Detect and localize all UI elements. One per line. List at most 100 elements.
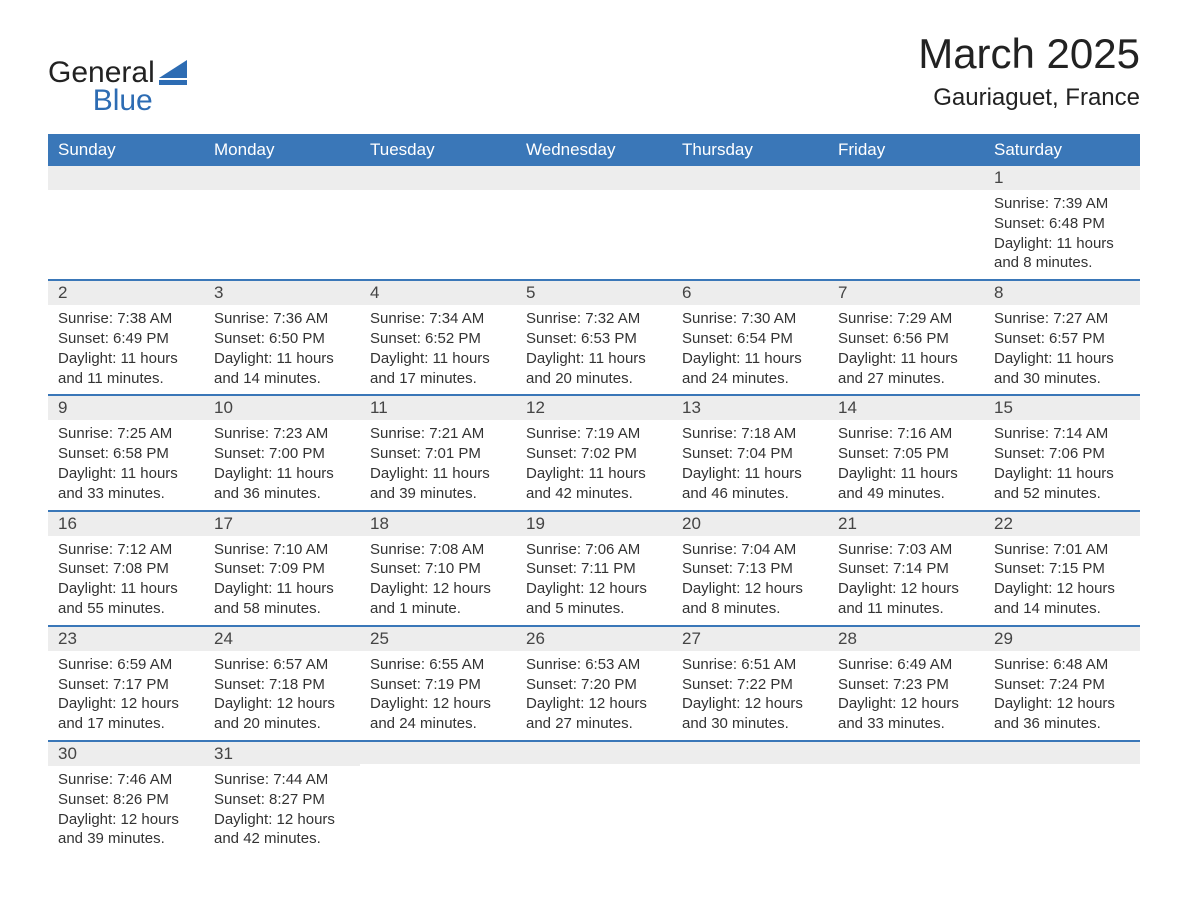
daylight-line: Daylight: 11 hours and 46 minutes. [682,464,818,504]
location-subtitle: Gauriaguet, France [918,84,1140,112]
sunset-line: Sunset: 7:06 PM [994,444,1130,464]
day-cell [984,740,1140,855]
day-content [828,764,984,844]
day-content [360,190,516,270]
sunrise-line: Sunrise: 6:55 AM [370,655,506,675]
day-cell: 6Sunrise: 7:30 AMSunset: 6:54 PMDaylight… [672,279,828,394]
day-cell: 7Sunrise: 7:29 AMSunset: 6:56 PMDaylight… [828,279,984,394]
daylight-line: Daylight: 11 hours and 33 minutes. [58,464,194,504]
day-number [828,740,984,764]
sunrise-line: Sunrise: 7:04 AM [682,540,818,560]
sunset-line: Sunset: 6:54 PM [682,329,818,349]
day-cell: 16Sunrise: 7:12 AMSunset: 7:08 PMDayligh… [48,510,204,625]
weekday-header: Friday [828,134,984,166]
day-content: Sunrise: 7:04 AMSunset: 7:13 PMDaylight:… [672,536,828,621]
day-number: 7 [828,279,984,305]
day-content: Sunrise: 7:10 AMSunset: 7:09 PMDaylight:… [204,536,360,621]
brand-name-bottom: Blue [48,86,155,116]
month-title: March 2025 [918,30,1140,78]
sunrise-line: Sunrise: 7:18 AM [682,424,818,444]
day-content: Sunrise: 6:57 AMSunset: 7:18 PMDaylight:… [204,651,360,736]
daylight-line: Daylight: 11 hours and 49 minutes. [838,464,974,504]
brand-mark-icon [159,60,187,91]
day-cell: 25Sunrise: 6:55 AMSunset: 7:19 PMDayligh… [360,625,516,740]
sunset-line: Sunset: 7:08 PM [58,559,194,579]
day-number [48,166,204,190]
sunset-line: Sunset: 6:50 PM [214,329,350,349]
sunset-line: Sunset: 6:56 PM [838,329,974,349]
day-cell: 4Sunrise: 7:34 AMSunset: 6:52 PMDaylight… [360,279,516,394]
day-number: 12 [516,394,672,420]
sunset-line: Sunset: 7:05 PM [838,444,974,464]
day-content [672,190,828,270]
day-content [204,190,360,270]
sunrise-line: Sunrise: 7:21 AM [370,424,506,444]
day-number: 11 [360,394,516,420]
day-number: 3 [204,279,360,305]
day-content: Sunrise: 7:38 AMSunset: 6:49 PMDaylight:… [48,305,204,390]
daylight-line: Daylight: 12 hours and 14 minutes. [994,579,1130,619]
daylight-line: Daylight: 12 hours and 17 minutes. [58,694,194,734]
day-cell [516,166,672,279]
day-content: Sunrise: 7:46 AMSunset: 8:26 PMDaylight:… [48,766,204,851]
title-block: March 2025 Gauriaguet, France [918,30,1140,112]
day-content: Sunrise: 7:12 AMSunset: 7:08 PMDaylight:… [48,536,204,621]
day-number: 31 [204,740,360,766]
daylight-line: Daylight: 12 hours and 30 minutes. [682,694,818,734]
weekday-header: Tuesday [360,134,516,166]
sunrise-line: Sunrise: 6:57 AM [214,655,350,675]
daylight-line: Daylight: 12 hours and 5 minutes. [526,579,662,619]
sunrise-line: Sunrise: 7:39 AM [994,194,1130,214]
sunset-line: Sunset: 6:49 PM [58,329,194,349]
sunrise-line: Sunrise: 7:38 AM [58,309,194,329]
daylight-line: Daylight: 12 hours and 8 minutes. [682,579,818,619]
sunrise-line: Sunrise: 7:12 AM [58,540,194,560]
day-content [48,190,204,270]
day-number: 10 [204,394,360,420]
sunset-line: Sunset: 7:17 PM [58,675,194,695]
day-number: 14 [828,394,984,420]
week-row: 9Sunrise: 7:25 AMSunset: 6:58 PMDaylight… [48,394,1140,509]
day-number [672,740,828,764]
sunrise-line: Sunrise: 6:49 AM [838,655,974,675]
day-cell: 29Sunrise: 6:48 AMSunset: 7:24 PMDayligh… [984,625,1140,740]
week-row: 23Sunrise: 6:59 AMSunset: 7:17 PMDayligh… [48,625,1140,740]
weekday-header: Monday [204,134,360,166]
day-content: Sunrise: 6:49 AMSunset: 7:23 PMDaylight:… [828,651,984,736]
day-number [204,166,360,190]
sunset-line: Sunset: 7:00 PM [214,444,350,464]
day-number: 25 [360,625,516,651]
day-number: 27 [672,625,828,651]
sunrise-line: Sunrise: 7:06 AM [526,540,662,560]
weekday-header: Wednesday [516,134,672,166]
day-cell: 3Sunrise: 7:36 AMSunset: 6:50 PMDaylight… [204,279,360,394]
day-content: Sunrise: 6:48 AMSunset: 7:24 PMDaylight:… [984,651,1140,736]
day-cell [828,166,984,279]
sunset-line: Sunset: 7:11 PM [526,559,662,579]
day-number [360,740,516,764]
daylight-line: Daylight: 12 hours and 27 minutes. [526,694,662,734]
weekday-header-row: Sunday Monday Tuesday Wednesday Thursday… [48,134,1140,166]
daylight-line: Daylight: 12 hours and 42 minutes. [214,810,350,850]
day-number [516,740,672,764]
daylight-line: Daylight: 12 hours and 33 minutes. [838,694,974,734]
week-row: 1Sunrise: 7:39 AMSunset: 6:48 PMDaylight… [48,166,1140,279]
day-cell: 5Sunrise: 7:32 AMSunset: 6:53 PMDaylight… [516,279,672,394]
sunset-line: Sunset: 7:10 PM [370,559,506,579]
day-content: Sunrise: 6:51 AMSunset: 7:22 PMDaylight:… [672,651,828,736]
day-number: 8 [984,279,1140,305]
day-number: 28 [828,625,984,651]
sunset-line: Sunset: 7:14 PM [838,559,974,579]
sunset-line: Sunset: 7:01 PM [370,444,506,464]
day-content: Sunrise: 7:08 AMSunset: 7:10 PMDaylight:… [360,536,516,621]
sunrise-line: Sunrise: 6:48 AM [994,655,1130,675]
day-cell: 9Sunrise: 7:25 AMSunset: 6:58 PMDaylight… [48,394,204,509]
day-content: Sunrise: 7:36 AMSunset: 6:50 PMDaylight:… [204,305,360,390]
sunset-line: Sunset: 7:23 PM [838,675,974,695]
day-content: Sunrise: 7:03 AMSunset: 7:14 PMDaylight:… [828,536,984,621]
day-cell [672,166,828,279]
sunset-line: Sunset: 6:52 PM [370,329,506,349]
sunrise-line: Sunrise: 7:27 AM [994,309,1130,329]
calendar: Sunday Monday Tuesday Wednesday Thursday… [48,134,1140,855]
day-content: Sunrise: 7:39 AMSunset: 6:48 PMDaylight:… [984,190,1140,275]
